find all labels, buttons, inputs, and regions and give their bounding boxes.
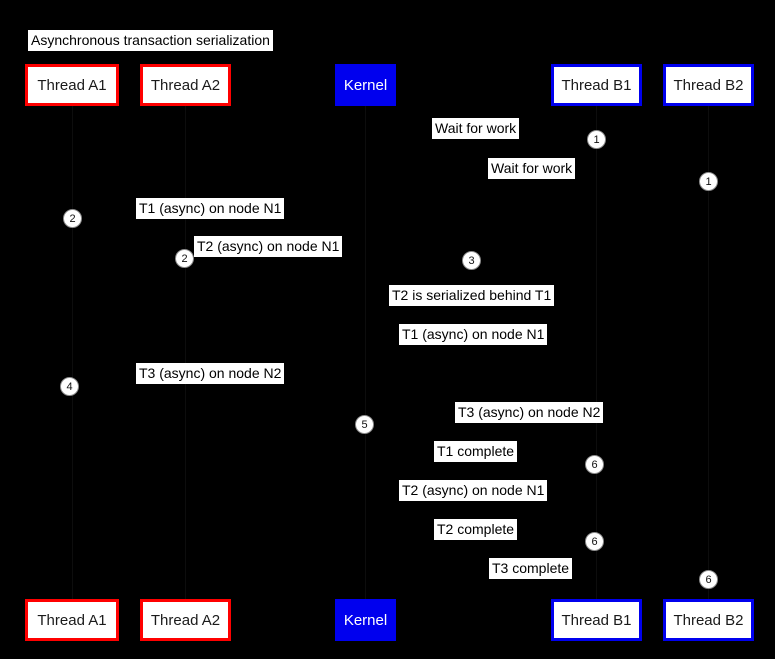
- participant-thread-b1-head[interactable]: Thread B1: [551, 64, 642, 106]
- participant-thread-a1-head[interactable]: Thread A1: [25, 64, 119, 106]
- participant-thread-a2-head[interactable]: Thread A2: [140, 64, 231, 106]
- message-label: T3 (async) on node N2: [455, 402, 604, 423]
- lifeline-thread-b2: [708, 106, 709, 599]
- participant-kernel-foot[interactable]: Kernel: [335, 599, 396, 641]
- message-label: Wait for work: [488, 158, 576, 179]
- step-marker-4: 4: [60, 377, 79, 396]
- message-label: T2 is serialized behind T1: [389, 285, 555, 306]
- participant-kernel-head[interactable]: Kernel: [335, 64, 396, 106]
- step-marker-2: 2: [175, 249, 194, 268]
- lifeline-thread-a2: [185, 106, 186, 599]
- message-label: T1 complete: [434, 441, 518, 462]
- message-label: T2 (async) on node N1: [194, 236, 343, 257]
- participant-thread-a1-foot[interactable]: Thread A1: [25, 599, 119, 641]
- diagram-title: Asynchronous transaction serialization: [28, 30, 273, 51]
- message-label: T3 (async) on node N2: [136, 363, 285, 384]
- participant-label: Thread B1: [561, 76, 632, 94]
- step-marker-5: 5: [355, 415, 374, 434]
- message-label: Wait for work: [432, 118, 520, 139]
- step-marker-6: 6: [585, 455, 604, 474]
- step-marker-6: 6: [585, 532, 604, 551]
- participant-label: Thread A2: [150, 611, 221, 629]
- participant-label: Thread A1: [37, 76, 107, 94]
- participant-label: Thread A2: [150, 76, 221, 94]
- message-label: T2 complete: [434, 519, 518, 540]
- message-label: T1 (async) on node N1: [399, 324, 548, 345]
- participant-label: Thread A1: [37, 611, 107, 629]
- step-marker-2: 2: [63, 209, 82, 228]
- lifeline-kernel: [365, 106, 366, 599]
- step-marker-1: 1: [699, 172, 718, 191]
- message-label: T1 (async) on node N1: [136, 198, 285, 219]
- message-label: T3 complete: [489, 558, 573, 579]
- participant-thread-b1-foot[interactable]: Thread B1: [551, 599, 642, 641]
- lifeline-thread-a1: [72, 106, 73, 599]
- participant-label: Thread B2: [673, 76, 744, 94]
- step-marker-1: 1: [587, 130, 606, 149]
- participant-thread-b2-head[interactable]: Thread B2: [663, 64, 754, 106]
- step-marker-3: 3: [462, 251, 481, 270]
- participant-thread-b2-foot[interactable]: Thread B2: [663, 599, 754, 641]
- participant-label: Thread B1: [561, 611, 632, 629]
- message-label: T2 (async) on node N1: [399, 480, 548, 501]
- participant-label: Thread B2: [673, 611, 744, 629]
- lifeline-thread-b1: [596, 106, 597, 599]
- step-marker-6: 6: [699, 570, 718, 589]
- participant-thread-a2-foot[interactable]: Thread A2: [140, 599, 231, 641]
- participant-label: Kernel: [343, 611, 388, 629]
- participant-label: Kernel: [343, 76, 388, 94]
